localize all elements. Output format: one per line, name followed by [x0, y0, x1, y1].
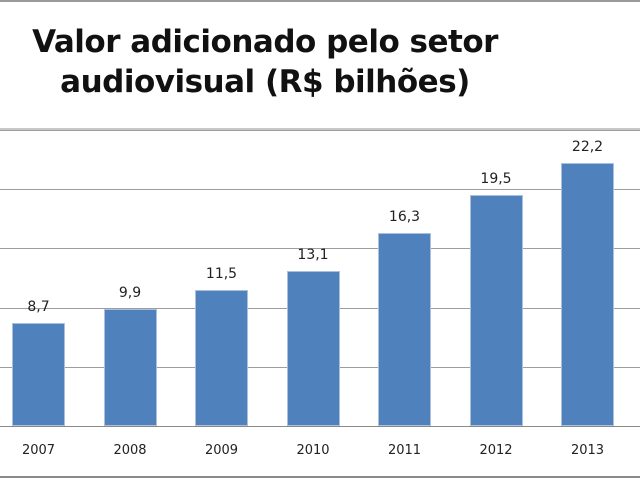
data-label: 11,5 — [205, 265, 238, 282]
gridline — [0, 130, 640, 131]
data-label: 16,3 — [388, 209, 421, 225]
chart-title-line-2: audiovisual (R$ bilhões) — [60, 64, 470, 100]
data-label: 13,1 — [297, 246, 329, 263]
bottom-border — [0, 476, 640, 478]
chart-title: Valor adicionado pelo setor audiovisual … — [0, 22, 530, 102]
title-separator — [0, 128, 640, 130]
bar-2012 — [469, 195, 523, 426]
x-tick-label: 2011 — [387, 443, 422, 458]
x-tick-label: 2009 — [204, 443, 239, 458]
data-label: 22,2 — [571, 139, 604, 156]
top-border — [0, 0, 640, 2]
data-label: 9,9 — [118, 284, 142, 301]
x-tick-label: 2007 — [21, 443, 56, 458]
x-tick-label: 2013 — [570, 443, 605, 458]
data-label: 8,7 — [27, 298, 50, 315]
x-axis-line — [0, 426, 640, 427]
gridline — [0, 248, 640, 250]
gridline — [0, 189, 640, 191]
x-tick-label: 2012 — [479, 443, 513, 458]
x-tick-label: 2008 — [113, 443, 147, 458]
bar-2013 — [561, 163, 614, 426]
bar-2010 — [286, 270, 340, 426]
bar-2009 — [195, 289, 248, 426]
bar-2008 — [103, 308, 157, 426]
bar-2007 — [12, 322, 65, 426]
x-tick-label: 2010 — [296, 443, 330, 458]
chart-title-line-1: Valor adicionado pelo setor — [32, 24, 498, 60]
data-label: 19,5 — [480, 171, 512, 188]
bar-2011 — [378, 233, 431, 426]
